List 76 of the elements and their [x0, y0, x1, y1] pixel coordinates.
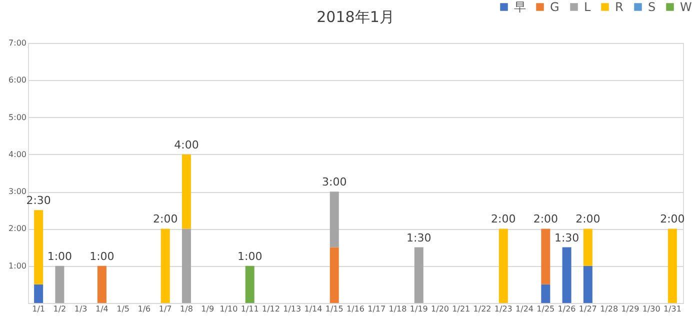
- bar: [160, 228, 170, 303]
- legend-label: W: [680, 0, 692, 14]
- x-tick-label: 1/25: [536, 304, 555, 314]
- bar: [245, 266, 254, 303]
- total-label: 3:00: [322, 176, 347, 189]
- x-tick-label: 1/31: [663, 304, 682, 314]
- total-label: 2:00: [660, 212, 685, 226]
- legend-label: 早: [514, 0, 526, 14]
- x-tick-label: 1/12: [262, 304, 280, 314]
- bar: [541, 228, 550, 284]
- x-tick-label: 1/2: [53, 304, 66, 314]
- bar: [97, 266, 106, 303]
- x-tick-label: 1/22: [473, 304, 492, 314]
- total-label: 1:00: [90, 250, 114, 263]
- y-tick-label: 1:00: [8, 261, 26, 270]
- y-tick-label: 6:00: [8, 76, 26, 85]
- bar: [182, 154, 191, 229]
- bar: [541, 284, 550, 303]
- x-tick-label: 1/15: [325, 304, 344, 314]
- x-tick-label: 1/4: [96, 304, 108, 314]
- total-label: 2:00: [491, 212, 516, 226]
- legend-label: S: [648, 0, 656, 14]
- bar: [182, 228, 191, 303]
- x-tick-label: 1/17: [368, 304, 386, 314]
- y-tick-label: 3:00: [8, 187, 26, 196]
- total-label: 4:00: [174, 138, 199, 152]
- bar: [668, 228, 677, 303]
- x-tick-label: 1/27: [578, 304, 597, 314]
- x-tick-label: 1/29: [621, 304, 640, 314]
- x-tick-label: 1/16: [346, 304, 364, 314]
- y-tick-label: 7:00: [8, 38, 26, 48]
- bar: [34, 210, 44, 284]
- total-label: 2:30: [26, 194, 51, 208]
- total-label: 1:30: [406, 231, 432, 244]
- total-label: 2:00: [152, 212, 178, 226]
- bar: [34, 284, 44, 303]
- bar: [583, 266, 592, 303]
- bar: [330, 192, 339, 248]
- bar: [414, 247, 424, 303]
- y-tick-label: 2:00: [8, 224, 26, 234]
- bar: [562, 247, 572, 303]
- x-tick-label: 1/24: [516, 304, 534, 314]
- x-tick-label: 1/14: [304, 304, 322, 314]
- x-tick-label: 1/18: [388, 304, 407, 314]
- x-tick-label: 1/5: [116, 304, 130, 314]
- x-tick-label: 1/1: [32, 304, 45, 314]
- x-tick-label: 1/8: [180, 304, 193, 314]
- x-tick-label: 1/21: [452, 304, 470, 314]
- x-tick-label: 1/10: [220, 304, 238, 314]
- x-tick-label: 1/23: [494, 304, 512, 314]
- x-tick-label: 1/30: [642, 304, 660, 314]
- x-tick-label: 1/11: [240, 304, 259, 314]
- bar: [498, 228, 508, 303]
- bar: [55, 266, 64, 303]
- bar: [330, 247, 339, 303]
- legend-label: R: [615, 0, 624, 14]
- total-label: 1:00: [238, 250, 262, 263]
- x-tick-label: 1/28: [600, 304, 618, 314]
- y-tick-label: 4:00: [8, 150, 26, 159]
- x-tick-label: 1/7: [158, 304, 172, 314]
- total-label: 1:00: [47, 250, 72, 263]
- x-tick-label: 1/20: [431, 304, 449, 314]
- x-tick-label: 1/3: [74, 304, 88, 314]
- y-tick-label: 5:00: [8, 112, 26, 122]
- x-tick-label: 1/19: [410, 304, 428, 314]
- x-tick-label: 1/26: [558, 304, 576, 314]
- chart-title: 2018年1月: [316, 8, 394, 26]
- x-tick-label: 1/13: [283, 304, 302, 314]
- bar: [583, 228, 592, 266]
- legend-label: G: [550, 0, 560, 14]
- legend-label: L: [584, 0, 591, 14]
- x-tick-label: 1/6: [138, 304, 151, 314]
- total-label: 1:30: [554, 231, 580, 244]
- total-label: 2:00: [576, 212, 600, 226]
- x-tick-label: 1/9: [201, 304, 214, 314]
- total-label: 2:00: [533, 212, 558, 226]
